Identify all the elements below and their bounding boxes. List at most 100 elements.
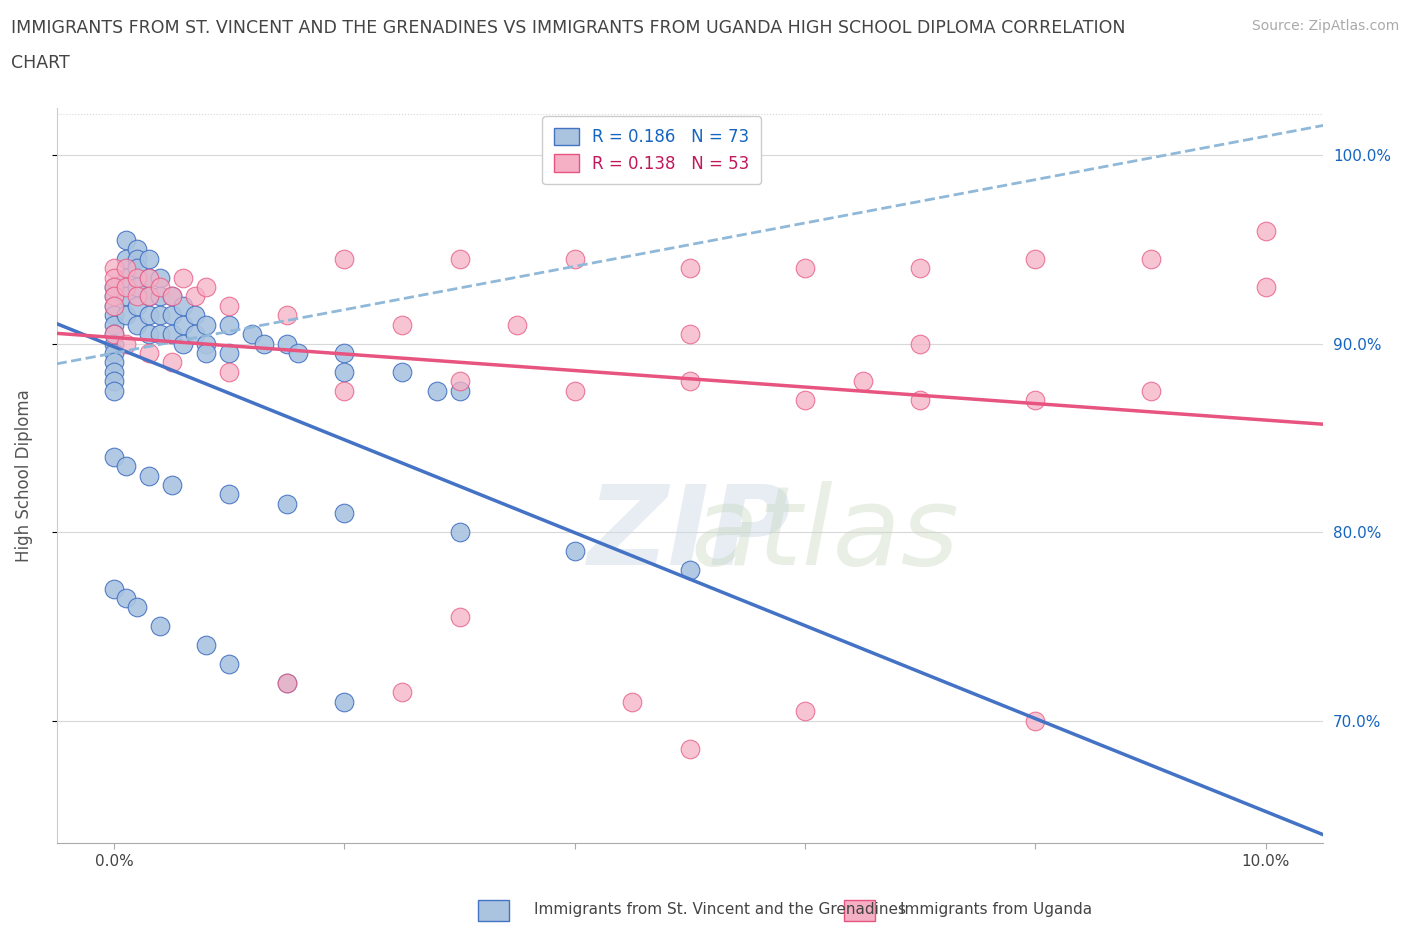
- Point: [910, 336, 932, 351]
- Point: [103, 449, 125, 464]
- Point: [621, 695, 644, 710]
- Point: [333, 506, 356, 521]
- Point: [253, 336, 276, 351]
- Point: [127, 260, 149, 275]
- Point: [138, 271, 160, 286]
- Text: ZIP: ZIP: [588, 481, 792, 588]
- Point: [679, 741, 702, 756]
- Point: [184, 326, 207, 341]
- Point: [1024, 713, 1046, 728]
- Point: [138, 271, 160, 286]
- Point: [172, 317, 194, 332]
- Point: [218, 299, 240, 313]
- Point: [114, 308, 136, 323]
- Point: [195, 346, 218, 361]
- Point: [794, 392, 817, 407]
- Point: [449, 609, 471, 624]
- Point: [103, 346, 125, 361]
- Point: [114, 232, 136, 247]
- Point: [794, 704, 817, 719]
- Point: [103, 260, 125, 275]
- Point: [172, 336, 194, 351]
- Point: [172, 271, 194, 286]
- Point: [138, 326, 160, 341]
- Point: [114, 458, 136, 473]
- Text: atlas: atlas: [690, 481, 959, 588]
- Point: [1024, 392, 1046, 407]
- Point: [103, 299, 125, 313]
- Point: [103, 365, 125, 379]
- Point: [103, 289, 125, 304]
- Point: [103, 308, 125, 323]
- Point: [218, 657, 240, 671]
- Point: [240, 326, 263, 341]
- Point: [1254, 280, 1277, 295]
- Point: [114, 260, 136, 275]
- Point: [103, 355, 125, 370]
- Point: [149, 280, 172, 295]
- Point: [852, 374, 875, 389]
- Point: [103, 374, 125, 389]
- Point: [103, 317, 125, 332]
- Point: [127, 600, 149, 615]
- Point: [910, 392, 932, 407]
- Point: [218, 346, 240, 361]
- Point: [160, 289, 183, 304]
- Point: [138, 308, 160, 323]
- Point: [127, 242, 149, 257]
- Point: [333, 346, 356, 361]
- Point: [276, 497, 298, 512]
- Point: [794, 260, 817, 275]
- Point: [276, 308, 298, 323]
- Point: [103, 299, 125, 313]
- Point: [138, 468, 160, 483]
- Point: [679, 326, 702, 341]
- Point: [114, 280, 136, 295]
- Point: [564, 251, 586, 266]
- Text: CHART: CHART: [11, 54, 70, 72]
- Point: [449, 383, 471, 398]
- Point: [679, 563, 702, 578]
- Point: [149, 326, 172, 341]
- Point: [149, 618, 172, 633]
- Point: [391, 684, 413, 699]
- Point: [103, 271, 125, 286]
- Point: [195, 317, 218, 332]
- Point: [138, 346, 160, 361]
- Point: [391, 365, 413, 379]
- Point: [449, 525, 471, 539]
- Point: [138, 289, 160, 304]
- Point: [276, 336, 298, 351]
- Point: [449, 374, 471, 389]
- Point: [160, 355, 183, 370]
- Point: [564, 383, 586, 398]
- Point: [172, 299, 194, 313]
- Point: [679, 260, 702, 275]
- Point: [276, 675, 298, 690]
- Point: [195, 336, 218, 351]
- Legend: R = 0.186   N = 73, R = 0.138   N = 53: R = 0.186 N = 73, R = 0.138 N = 53: [543, 116, 762, 184]
- Point: [218, 317, 240, 332]
- Point: [1254, 223, 1277, 238]
- Point: [276, 675, 298, 690]
- Point: [103, 326, 125, 341]
- Point: [138, 251, 160, 266]
- Point: [149, 289, 172, 304]
- Point: [160, 308, 183, 323]
- Point: [333, 251, 356, 266]
- Point: [114, 271, 136, 286]
- Point: [103, 326, 125, 341]
- Point: [1024, 251, 1046, 266]
- Point: [564, 543, 586, 558]
- Y-axis label: High School Diploma: High School Diploma: [15, 389, 32, 562]
- Point: [149, 308, 172, 323]
- Point: [127, 271, 149, 286]
- Point: [114, 251, 136, 266]
- Point: [679, 374, 702, 389]
- Point: [103, 383, 125, 398]
- Point: [391, 317, 413, 332]
- Point: [127, 289, 149, 304]
- Point: [103, 280, 125, 295]
- Point: [333, 365, 356, 379]
- Point: [103, 280, 125, 295]
